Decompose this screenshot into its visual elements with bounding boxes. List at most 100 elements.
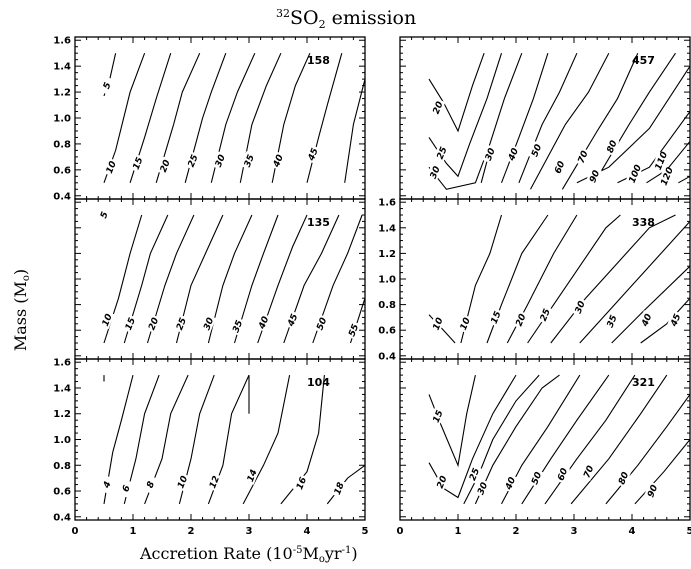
contour-label-gap [344,320,362,340]
contour-label-gap [330,478,347,498]
contour-label: 20 [147,316,161,331]
contour-label: 25 [468,467,482,482]
contour-line [257,214,308,344]
contour-line [326,464,366,505]
contour-label-gap [527,468,544,488]
y-tick-label: 0.4 [53,512,71,523]
x-tick-label: 1 [130,526,137,537]
contour-label: 90 [588,169,602,184]
y-tick-label: 0.8 [53,139,71,150]
contour-line [344,78,366,183]
contour-line [306,53,343,183]
contour-label-gap [141,474,159,494]
contour-label-gap [550,157,568,177]
contour-label-gap [658,166,675,186]
y-tick-label: 1.0 [53,114,71,125]
contour-line [640,297,691,344]
contour-label-gap [98,474,115,494]
contour-line [500,53,549,183]
contour-label: 100 [628,164,644,185]
contour-label: 40 [272,153,286,169]
contour-label-gap [184,151,201,171]
contour-label-gap [501,473,518,493]
contour-label-gap [579,462,597,481]
y-tick-label: 0.6 [53,165,71,176]
contour-label: 10 [101,313,115,328]
panel-1: 0.4 0.6 0.8 1.0 1.2 1.4 1.6 158 5 10 15 20 25 30 35 40 4… [53,36,366,202]
contour-label-gap [652,151,669,171]
panel-3: 135 5 10 15 20 25 30 35 40 45 50 55 [74,198,366,360]
panel-id-label: 338 [632,216,655,229]
contour-label-gap [429,314,446,334]
contour-label-gap [465,464,482,484]
contour-label: 15 [432,409,446,424]
contour-label: 18 [333,481,347,496]
panel-id-label: 321 [632,376,655,389]
contour-label-gap [95,205,112,225]
y-tick-label: 0.6 [53,487,71,498]
contour-line [242,374,291,505]
contour-line [428,53,523,190]
contour-label-gap [481,144,498,164]
contour-label: 35 [243,153,257,168]
contour-line [207,214,253,344]
y-tick-label: 1.6 [53,358,71,369]
contour-label: 90 [646,484,660,499]
contour-label-gap [614,468,631,488]
contour-label-gap [553,464,571,484]
contour-label-gap [512,310,529,330]
contour-label: 30 [429,165,443,180]
contour-label-gap [156,156,173,176]
contour-label: 25 [539,308,553,323]
contour-label: 40 [504,476,518,492]
contour-label-gap [433,143,450,163]
y-tick-label: 0.8 [378,300,396,311]
contour-label: 70 [582,464,596,479]
y-tick-label: 1.4 [53,383,71,394]
contour-line [312,214,363,344]
contour-label: 15 [490,310,504,325]
y-tick-label: 1.2 [53,88,71,99]
contour-label: 4 [102,480,114,490]
contour-line [123,374,160,505]
contour-line [678,175,691,184]
contour-label: 20 [432,100,446,115]
contour-label: 10 [176,475,190,490]
contour-label: 35 [606,314,620,329]
contour-label-gap [102,157,119,177]
contour-line [611,265,691,344]
contour-label: 80 [606,139,620,154]
x-tick-label: 4 [304,526,311,537]
contour-line [561,52,639,190]
contour-label: 30 [202,316,216,331]
contour-label-gap [504,144,521,164]
panel-4: 0.4 0.6 0.8 1.0 1.2 1.4 1.6 338 10 10 15 20 25 30 35 40… [378,198,691,362]
contour-label-gap [536,305,553,325]
contour-label-gap [527,140,544,160]
contour-label: 30 [476,481,490,496]
y-tick-label: 0.4 [53,191,71,202]
y-tick-label: 0.4 [378,351,396,362]
y-tick-label: 1.2 [378,249,396,260]
y-tick-label: 1.6 [53,36,71,47]
contour-label-gap [473,478,490,498]
contour-line [579,221,691,344]
contour-label: 50 [530,471,544,486]
contour-label: 25 [175,316,189,331]
contour-label: 20 [436,475,450,490]
contour-label: 30 [574,300,588,315]
contour-label-gap [666,310,684,330]
x-tick-label: 2 [188,526,195,537]
contour-label-gap [603,311,620,331]
y-tick-label: 1.0 [53,435,71,446]
contour-line [155,52,201,183]
contour-label: 60 [553,160,567,175]
contour-label: 50 [315,316,329,331]
contour-label: 55 [347,323,361,338]
contour-label: 10 [432,316,446,331]
contour-label: 40 [640,313,654,329]
contour-line [233,214,279,344]
contour-label: 45 [306,147,320,163]
